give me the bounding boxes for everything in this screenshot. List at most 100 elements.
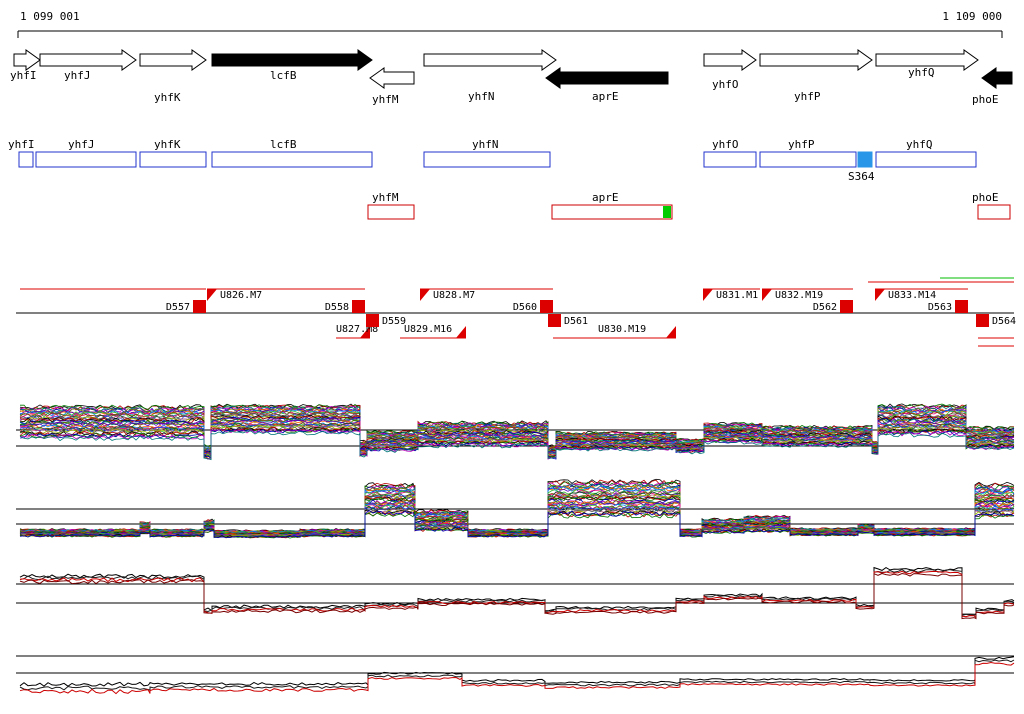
probe-label-U827.M8[interactable]: U827.M8 [336,324,378,335]
signal-panel-aggregate-forward [16,566,1015,620]
feature-box-yhfI[interactable] [18,151,34,168]
signal-trace [20,483,1015,533]
signal-trace [19,570,1015,619]
feature-box-yhfN[interactable] [423,151,551,168]
feature-box-yhfO[interactable] [703,151,757,168]
probe-marker-D561[interactable] [548,314,561,327]
gene-arrow-yhfM[interactable] [369,67,415,89]
gene-label-phoE[interactable]: phoE [972,93,999,106]
probe-marker-label-D560[interactable]: D560 [513,302,537,313]
feature-box-lcfB[interactable] [211,151,373,168]
probe-flag[interactable] [666,326,676,338]
gene-arrow-track: yhfI yhfJ yhfK lcfB yhfM yhfN aprE yhfO yhfP yhfQ… [10,49,1013,106]
forward-feature-track: yhfI yhfJ yhfK lcfB yhfN yhfO yhfP S364 yhfQ [8,138,977,183]
signal-trace [19,405,1015,450]
probe-marker-label-D559[interactable]: D559 [382,316,406,327]
gene-arrow-yhfK[interactable] [139,49,207,71]
probe-marker-D557[interactable] [193,300,206,313]
feature-label-S364[interactable]: S364 [848,170,875,183]
probe-marker-label-D561[interactable]: D561 [564,316,588,327]
gene-label-lcfB[interactable]: lcfB [270,69,297,82]
feature-label-yhfN[interactable]: yhfN [472,138,499,151]
signal-trace [19,403,1015,449]
feature-box-S364[interactable] [857,151,873,168]
feature-label-phoE[interactable]: phoE [972,191,999,204]
gene-arrow-yhfO[interactable] [703,49,757,71]
probe-marker-label-D564[interactable]: D564 [992,316,1016,327]
gene-label-yhfQ[interactable]: yhfQ [908,66,935,79]
probe-marker-D562[interactable] [840,300,853,313]
reverse-feature-track: yhfM aprE phoE [367,191,1011,220]
feature-label-yhfJ[interactable]: yhfJ [68,138,95,151]
probe-marker-D560[interactable] [540,300,553,313]
gene-arrow-yhfP[interactable] [759,49,873,71]
gene-arrow-yhfJ[interactable] [39,49,137,71]
feature-label-yhfO[interactable]: yhfO [712,138,739,151]
ruler-start-coordinate: 1 099 001 [20,10,80,23]
expression-signal-panels [16,403,1015,695]
feature-label-yhfI[interactable]: yhfI [8,138,35,151]
probe-segment-track: U826.M7 U828.M7 U831.M1 U832.M19 U833.M14 D55… [16,277,1016,347]
probe-marker-D564[interactable] [976,314,989,327]
gene-label-yhfJ[interactable]: yhfJ [64,69,91,82]
probe-flag[interactable] [762,289,772,301]
feature-box-aprE[interactable] [551,204,673,220]
gene-label-yhfK[interactable]: yhfK [154,91,181,104]
signal-trace [19,659,1015,691]
feature-box-yhfP[interactable] [759,151,857,168]
signal-trace [19,656,1015,687]
feature-box-yhfJ[interactable] [35,151,137,168]
feature-label-aprE[interactable]: aprE [592,191,619,204]
probe-flag[interactable] [360,326,370,338]
signal-trace [19,428,1015,460]
probe-label-U832.M19[interactable]: U832.M19 [775,290,823,301]
probe-label-U833.M14[interactable]: U833.M14 [888,290,936,301]
gene-label-yhfO[interactable]: yhfO [712,78,739,91]
probe-marker-label-D563[interactable]: D563 [928,302,952,313]
signal-trace [20,420,1015,457]
probe-label-U828.M7[interactable]: U828.M7 [433,290,475,301]
signal-trace [19,572,1015,620]
probe-label-U826.M7[interactable]: U826.M7 [220,290,262,301]
gene-arrow-yhfN[interactable] [423,49,557,71]
gene-arrow-aprE[interactable] [545,67,669,89]
feature-box-yhfM[interactable] [367,204,415,220]
probe-flag[interactable] [875,289,885,301]
probe-marker-D563[interactable] [955,300,968,313]
probe-marker-label-D558[interactable]: D558 [325,302,349,313]
feature-box-yhfQ[interactable] [875,151,977,168]
probe-flag[interactable] [456,326,466,338]
feature-box-yhfK[interactable] [139,151,207,168]
probe-flag[interactable] [703,289,713,301]
signal-trace [19,424,1015,460]
probe-label-U829.M16[interactable]: U829.M16 [404,324,452,335]
feature-label-yhfK[interactable]: yhfK [154,138,181,151]
signal-trace [19,661,1015,695]
gene-arrow-lcfB[interactable] [211,49,373,71]
probe-marker-D558[interactable] [352,300,365,313]
probe-flag[interactable] [207,289,217,301]
feature-box-phoE[interactable] [977,204,1011,220]
gene-label-yhfM[interactable]: yhfM [372,93,399,106]
signal-trace [19,426,1015,460]
feature-label-lcfB[interactable]: lcfB [270,138,297,151]
feature-label-yhfP[interactable]: yhfP [788,138,815,151]
feature-label-yhfM[interactable]: yhfM [372,191,399,204]
gene-arrow-yhfQ[interactable] [875,49,979,71]
probe-label-U830.M19[interactable]: U830.M19 [598,324,646,335]
gene-label-yhfI[interactable]: yhfI [10,69,37,82]
probe-flag[interactable] [420,289,430,301]
probe-label-U831.M1[interactable]: U831.M1 [716,290,758,301]
signal-trace [19,566,1015,615]
probe-marker-label-D562[interactable]: D562 [813,302,837,313]
probe-marker-label-D557[interactable]: D557 [166,302,190,313]
gene-label-aprE[interactable]: aprE [592,90,619,103]
probe-marker-D559[interactable] [366,314,379,327]
gene-label-yhfN[interactable]: yhfN [468,90,495,103]
signal-trace [19,403,1015,448]
signal-trace [19,485,1015,534]
gene-arrow-phoE[interactable] [981,67,1013,89]
feature-label-yhfQ[interactable]: yhfQ [906,138,933,151]
gene-label-yhfP[interactable]: yhfP [794,90,821,103]
gene-arrow-yhfI[interactable] [13,49,41,71]
